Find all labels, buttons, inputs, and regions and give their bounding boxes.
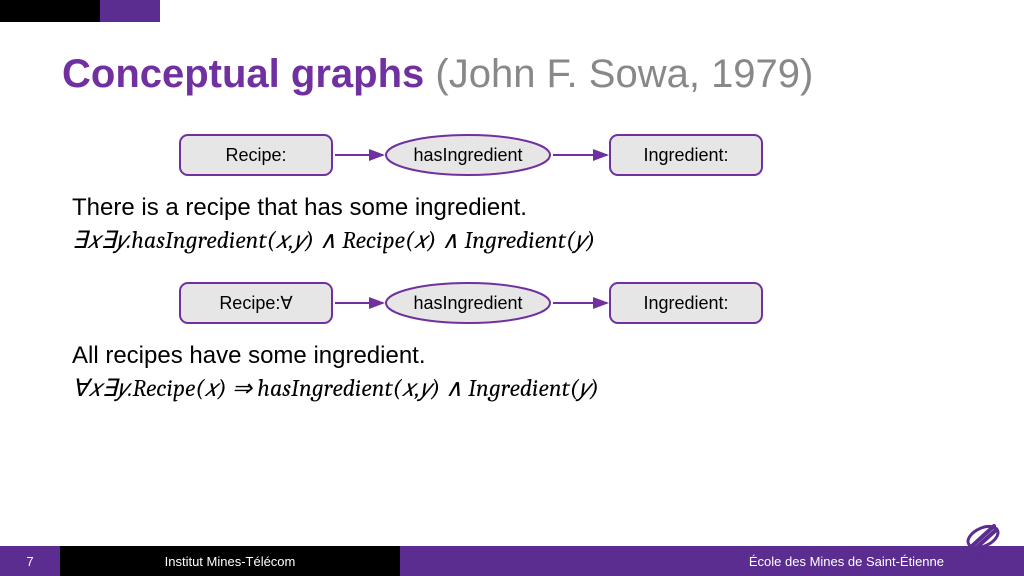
text-block-1: There is a recipe that has some ingredie… <box>72 192 595 257</box>
formula-1: ∃𝑥∃𝑦.hasIngredient(𝑥,𝑦) ∧ Recipe(𝑥) ∧ In… <box>72 224 595 256</box>
diagram-1: Recipe: hasIngredient Ingredient: <box>0 130 1024 182</box>
top-black-block <box>0 0 100 22</box>
text-block-2: All recipes have some ingredient. ∀𝑥∃𝑦.R… <box>72 340 599 405</box>
formula-2: ∀𝑥∃𝑦.Recipe(𝑥) ⇒ hasIngredient(𝑥,𝑦) ∧ In… <box>72 372 599 404</box>
footer-school: École des Mines de Saint-Étienne <box>400 546 1024 576</box>
sentence-2: All recipes have some ingredient. <box>72 340 599 372</box>
title-sub: (John F. Sowa, 1979) <box>424 52 813 96</box>
page-number: 7 <box>0 546 60 576</box>
slide-title: Conceptual graphs (John F. Sowa, 1979) <box>62 52 813 97</box>
sentence-1: There is a recipe that has some ingredie… <box>72 192 595 224</box>
footer-bar: 7 Institut Mines-Télécom École des Mines… <box>0 546 1024 576</box>
school-logo: MINES Saint-Étienne <box>952 522 1014 572</box>
svg-text:Recipe:∀: Recipe:∀ <box>219 293 293 313</box>
title-main: Conceptual graphs <box>62 52 424 96</box>
svg-text:Ingredient:: Ingredient: <box>643 145 728 165</box>
svg-text:hasIngredient: hasIngredient <box>413 145 522 165</box>
svg-text:hasIngredient: hasIngredient <box>413 293 522 313</box>
svg-text:Recipe:: Recipe: <box>225 145 286 165</box>
svg-text:Ingredient:: Ingredient: <box>643 293 728 313</box>
logo-text-2: Saint-Étienne <box>952 562 1014 572</box>
logo-text-1: MINES <box>952 553 1014 562</box>
top-purple-block <box>100 0 160 22</box>
top-accent-bar <box>0 0 160 22</box>
diagram-2: Recipe:∀ hasIngredient Ingredient: <box>0 278 1024 330</box>
logo-glyph-icon <box>964 522 1002 552</box>
footer-institute: Institut Mines-Télécom <box>60 546 400 576</box>
